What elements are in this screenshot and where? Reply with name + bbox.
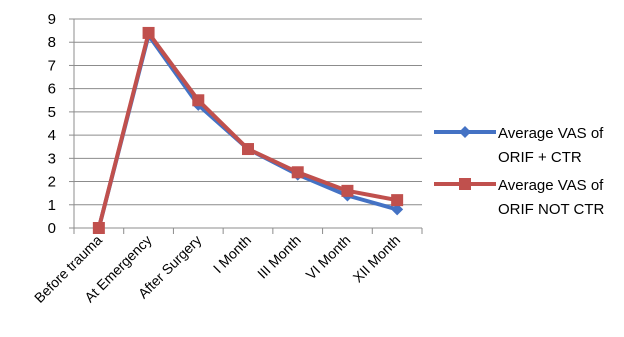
x-tick-label: I Month <box>210 232 254 276</box>
y-tick-label: 7 <box>48 57 56 74</box>
axes <box>73 19 422 229</box>
legend-marker <box>459 126 471 138</box>
data-point <box>391 203 404 216</box>
y-tick-label: 8 <box>48 34 56 51</box>
series-group <box>92 26 404 234</box>
y-tick-label: 2 <box>48 174 56 191</box>
y-tick-label: 6 <box>48 81 56 98</box>
data-point <box>341 184 354 197</box>
legend-item: Average VAS of ORIF NOT CTR <box>434 177 605 218</box>
legend-item: Average VAS of ORIF + CTR <box>434 125 604 166</box>
y-tick-label: 4 <box>48 127 56 144</box>
series-2 <box>92 26 404 234</box>
y-tick-label: 9 <box>48 11 56 28</box>
data-point <box>391 194 404 207</box>
data-point <box>192 94 205 107</box>
y-tick-label: 3 <box>48 150 56 167</box>
data-point <box>92 222 105 234</box>
y-tick-label: 5 <box>48 104 56 121</box>
y-tick-label: 1 <box>48 197 56 214</box>
legend-marker <box>459 178 471 190</box>
x-tick-label: XII Month <box>350 232 404 286</box>
data-point <box>142 26 155 39</box>
data-point <box>242 143 254 156</box>
series-1 <box>92 29 404 234</box>
legend: Average VAS of ORIF + CTR Average VAS of OR… <box>434 125 605 218</box>
gridlines <box>74 18 422 206</box>
x-tick-label: III Month <box>254 232 304 282</box>
y-axis-ticks: 0 1 2 3 4 5 6 7 8 9 <box>48 11 74 237</box>
y-tick-label: 0 <box>48 220 56 237</box>
legend-label: Average VAS of ORIF + CTR <box>498 125 604 166</box>
x-tick-label: VI Month <box>303 232 354 283</box>
legend-label: Average VAS of ORIF NOT CTR <box>498 177 605 218</box>
data-point <box>291 166 304 179</box>
series-line <box>96 33 398 229</box>
